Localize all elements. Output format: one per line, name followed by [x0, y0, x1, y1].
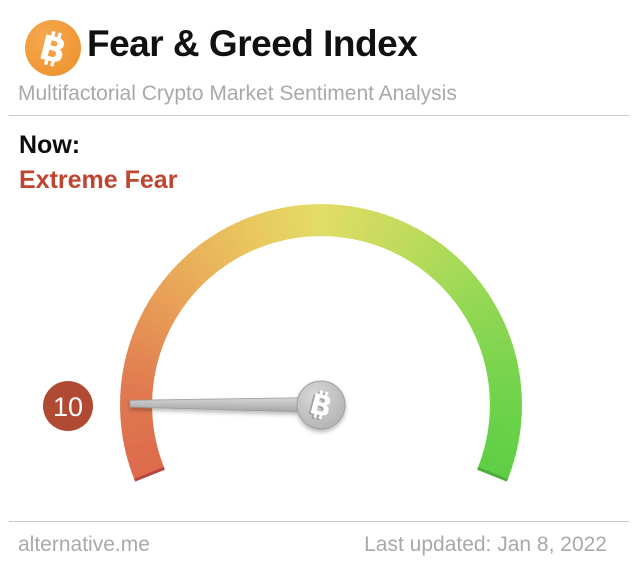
source-site-label: alternative.me	[18, 533, 150, 556]
gauge-value-badge: 10	[43, 381, 93, 431]
header-divider	[9, 115, 629, 116]
bitcoin-coin-b-glyph: BB	[304, 387, 335, 425]
page-subtitle: Multifactorial Crypto Market Sentiment A…	[18, 82, 457, 105]
gauge-value-text: 10	[53, 392, 83, 422]
bitcoin-icon: B	[25, 20, 81, 76]
now-label: Now:	[19, 131, 81, 159]
gauge-needle: BB	[129, 380, 346, 430]
page-title: Fear & Greed Index	[87, 23, 418, 64]
bitcoin-coin-icon	[296, 380, 346, 430]
gauge-arc	[120, 204, 522, 482]
bitcoin-logo-circle	[25, 20, 81, 76]
last-updated-label: Last updated: Jan 8, 2022	[364, 533, 607, 556]
footer-divider	[9, 521, 629, 522]
fear-greed-gauge: BB 10	[43, 204, 522, 482]
sentiment-classification: Extreme Fear	[19, 166, 178, 194]
